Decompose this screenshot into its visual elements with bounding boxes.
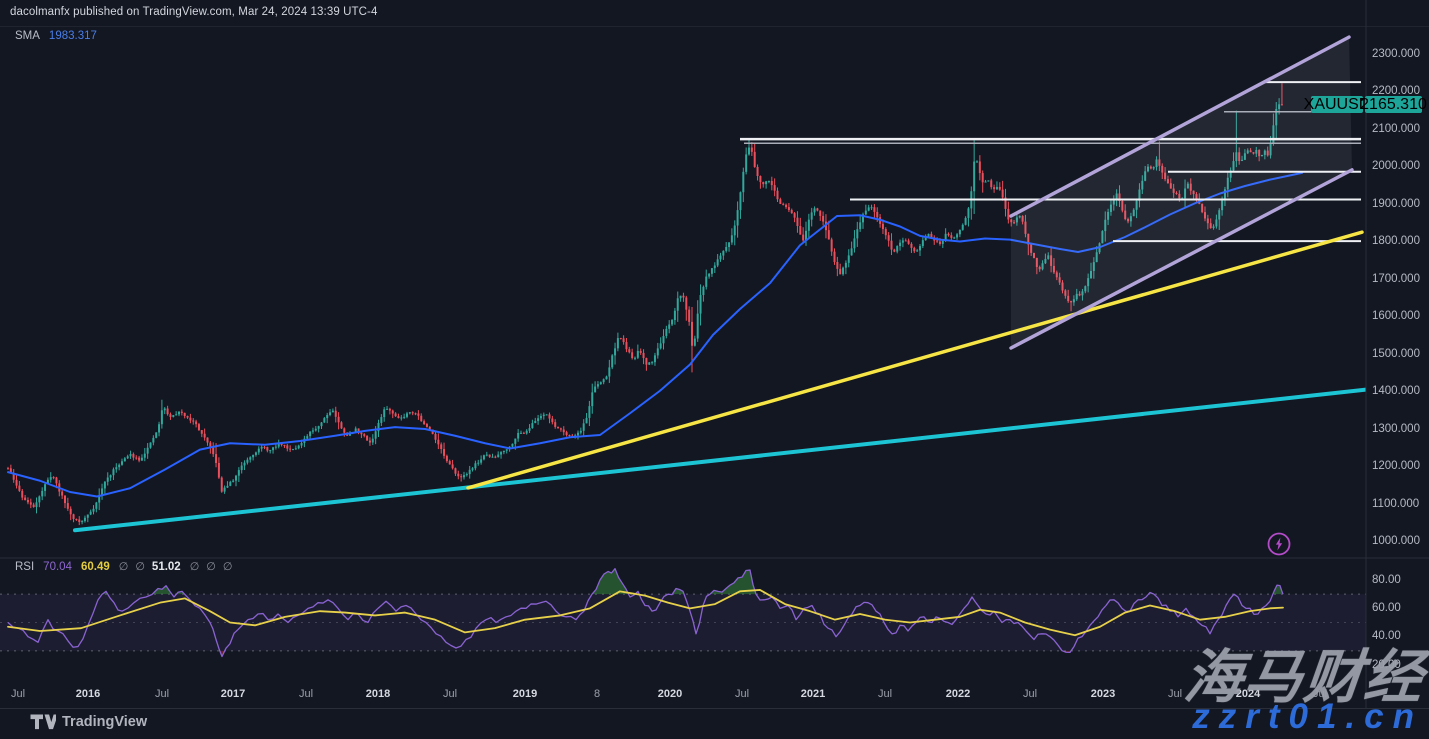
rsi-ma-line (7, 589, 1284, 637)
price-tick: 1300.000 (1372, 422, 1420, 435)
time-tick: Jul (734, 688, 750, 700)
sma-line (7, 171, 1303, 498)
cyan-support-trendline (73, 387, 1366, 533)
rsi-value-2: 60.49 (80, 560, 110, 573)
sma-legend[interactable]: SMA 1983.317 (15, 30, 97, 42)
price-tick: 1900.000 (1372, 197, 1420, 210)
tradingview-logo-icon[interactable] (30, 714, 56, 730)
time-tick: 2016 (75, 688, 101, 700)
time-tick: 2020 (657, 688, 683, 700)
rsi-value-3: 51.02 (151, 560, 181, 573)
channel-lower-line (1009, 168, 1354, 350)
watermark-url: zzrt01.cn (1192, 697, 1423, 736)
main-price-pane[interactable] (7, 35, 1366, 533)
price-tick: 1100.000 (1372, 497, 1420, 510)
time-tick: Jul (10, 688, 26, 700)
rsi-tick: 40.00 (1372, 630, 1401, 643)
rsi-tick: 20.00 (1372, 658, 1401, 671)
price-tick: 1000.000 (1372, 535, 1420, 547)
time-tick: 2021 (800, 688, 826, 700)
time-tick: Jul (877, 688, 893, 700)
price-tick: 2000.000 (1372, 160, 1420, 172)
price-tick: 2200.000 (1372, 85, 1420, 97)
trendlines[interactable] (73, 35, 1366, 533)
rsi-legend-label: RSI (15, 560, 35, 573)
price-tick: 1200.000 (1372, 460, 1420, 472)
rsi-overbought-fill (592, 568, 629, 595)
candlestick-series (7, 83, 1283, 526)
channel-upper-line (1009, 35, 1351, 218)
time-tick: 2018 (365, 688, 391, 700)
horizontal-level-lines[interactable] (740, 81, 1361, 243)
price-tick: 1500.000 (1372, 347, 1420, 360)
channel-fill (1011, 37, 1352, 348)
time-tick: Jul (1022, 688, 1038, 700)
symbol-tag: XAUUSD (1303, 95, 1371, 113)
published-byline: dacolmanfx published on TradingView.com,… (10, 6, 378, 18)
rsi-empty-5: ∅ (222, 561, 233, 573)
time-tick: 2024 (1235, 688, 1261, 700)
price-tick: 1700.000 (1372, 272, 1420, 285)
rsi-pane[interactable] (0, 568, 1366, 658)
rsi-overbought-fill (710, 570, 756, 595)
time-tick: 2023 (1090, 688, 1116, 700)
price-tick: 1400.000 (1372, 385, 1420, 397)
time-tick: Jul (442, 688, 458, 700)
rsi-empty-3: ∅ (189, 561, 200, 573)
price-tick: 2300.000 (1372, 47, 1420, 60)
rsi-value-1: 70.04 (43, 560, 72, 573)
sma-legend-value: 1983.317 (48, 30, 97, 42)
rsi-band-fill (0, 594, 1366, 651)
time-tick: Jul (1312, 688, 1328, 700)
yellow-support-trendline (466, 230, 1364, 490)
price-tick: 1800.000 (1372, 235, 1420, 247)
rsi-empty-4: ∅ (206, 561, 216, 573)
time-tick: 2019 (512, 688, 538, 700)
sma-legend-label: SMA (15, 30, 40, 42)
price-tick: 1600.000 (1372, 310, 1420, 322)
time-tick: Jul (1167, 688, 1183, 700)
time-tick: 2017 (220, 688, 246, 700)
lightning-icon[interactable] (1265, 530, 1293, 558)
price-tick: 2100.000 (1372, 122, 1420, 135)
time-tick: 8 (593, 688, 601, 700)
time-tick: 2022 (945, 688, 971, 700)
time-tick: Jul (154, 688, 170, 700)
rsi-tick: 80.00 (1372, 573, 1401, 586)
rsi-empty-2: ∅ (135, 561, 145, 573)
rsi-empty-1: ∅ (118, 561, 129, 573)
rsi-tick: 60.00 (1372, 601, 1401, 614)
time-tick: Jul (298, 688, 314, 700)
rsi-legend[interactable]: RSI 70.04 60.49 ∅ ∅ 51.02 ∅ ∅ ∅ (15, 560, 239, 574)
last-price-tag: 2165.310 (1360, 95, 1427, 113)
rsi-line (7, 568, 1284, 658)
tradingview-brand[interactable]: TradingView (62, 714, 148, 730)
